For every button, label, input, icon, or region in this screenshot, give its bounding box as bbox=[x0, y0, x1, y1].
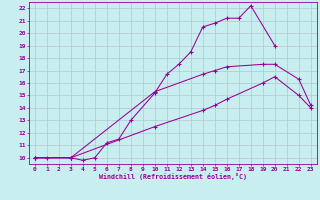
X-axis label: Windchill (Refroidissement éolien,°C): Windchill (Refroidissement éolien,°C) bbox=[99, 173, 247, 180]
